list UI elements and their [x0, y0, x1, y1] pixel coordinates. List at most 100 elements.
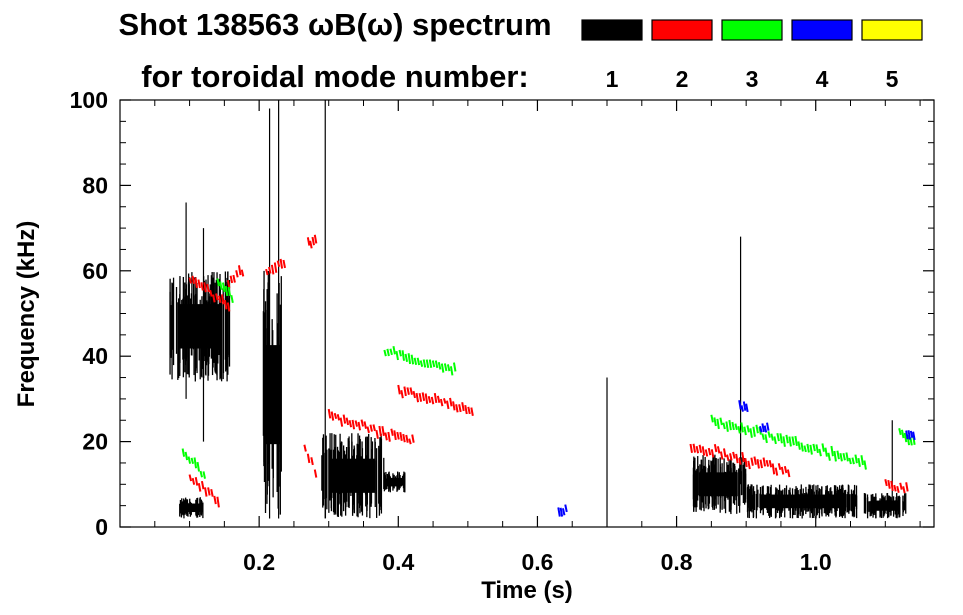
- mode-track-segment: [191, 477, 196, 485]
- mode-track-segment: [216, 278, 220, 287]
- mode-track-segment: [276, 260, 281, 267]
- mode-track-segment: [719, 451, 724, 460]
- mode-track: [759, 422, 770, 433]
- mode-track-segment: [912, 431, 916, 441]
- y-tick-label: 20: [82, 429, 108, 455]
- mode-track-segment: [333, 412, 338, 419]
- series-n=2: [188, 234, 909, 508]
- mode-track-segment: [836, 450, 840, 460]
- mode-track-segment: [237, 265, 242, 276]
- mode-track-segment: [695, 445, 700, 454]
- mode-track-segment: [232, 274, 236, 283]
- mode-track-segment: [749, 428, 753, 438]
- mode-track-segment: [194, 476, 199, 486]
- mode-track-segment: [893, 484, 897, 492]
- mode-track-segment: [845, 452, 849, 462]
- spectral-region: [169, 271, 231, 382]
- mode-track-segment: [378, 425, 382, 437]
- mode-track-segment: [366, 426, 370, 434]
- mode-track-segment: [722, 448, 727, 458]
- mode-track-segment: [430, 396, 435, 405]
- mode-track: [181, 448, 206, 479]
- mode-track-segment: [306, 237, 311, 246]
- mode-track-segment: [728, 419, 732, 431]
- spectral-core: [182, 503, 200, 513]
- mode-track-segment: [898, 428, 902, 436]
- mode-track-segment: [905, 430, 909, 440]
- mode-track: [306, 234, 318, 249]
- mode-track-segment: [902, 486, 906, 494]
- mode-track-segment: [732, 451, 736, 459]
- mode-track-segment: [213, 495, 217, 505]
- mode-track-segment: [806, 443, 810, 453]
- mode-track-segment: [204, 487, 208, 497]
- mode-track-segment: [309, 240, 313, 249]
- mode-track-segment: [190, 457, 195, 464]
- legend-mode-label: 5: [886, 66, 899, 92]
- mode-track-segment: [746, 425, 750, 433]
- mode-track-segment: [747, 460, 751, 470]
- mode-track-segment: [737, 425, 741, 434]
- mode-track-segment: [710, 414, 714, 423]
- mode-track-segment: [763, 425, 768, 433]
- mode-track-segment: [313, 469, 318, 478]
- mode-track-segment: [740, 422, 744, 433]
- mode-track-segment: [399, 432, 403, 441]
- mode-track-segment: [734, 423, 738, 431]
- series-n=1: [169, 100, 907, 527]
- mode-track-segment: [230, 295, 234, 304]
- mode-track-segment: [306, 453, 311, 464]
- x-axis-label: Time (s): [481, 577, 573, 604]
- mode-track-segment: [890, 480, 894, 491]
- spectral-region: [692, 454, 747, 515]
- mode-track-segment: [427, 395, 432, 403]
- mode-track-segment: [729, 453, 733, 461]
- mode-track-segment: [446, 364, 451, 372]
- mode-track-segment: [722, 422, 726, 430]
- mode-track-segment: [221, 282, 226, 293]
- y-axis-ticks: 0 20 40 60 80 100: [70, 87, 934, 540]
- mode-track-segment: [851, 457, 855, 465]
- mode-track-segment: [360, 419, 364, 427]
- mode-track-segment: [907, 430, 911, 440]
- mode-track-segment: [759, 425, 763, 433]
- mode-track-segment: [701, 446, 706, 456]
- mode-track-segment: [449, 397, 453, 407]
- mode-track-segment: [777, 463, 782, 471]
- mode-track-segment: [184, 451, 189, 461]
- spectral-region: [383, 471, 406, 493]
- y-tick-label: 60: [82, 258, 108, 284]
- mode-track-segment: [896, 485, 900, 494]
- mode-track-segment: [461, 402, 465, 412]
- mode-track-segment: [773, 436, 777, 445]
- mode-track-segment: [821, 443, 825, 452]
- mode-track-segment: [313, 234, 318, 244]
- x-tick-label: 1.0: [800, 549, 832, 575]
- mode-track-segment: [419, 360, 424, 367]
- mode-track-segment: [839, 453, 843, 462]
- mode-track: [557, 504, 568, 517]
- mode-track-segment: [434, 360, 439, 369]
- mode-track-segment: [207, 487, 211, 496]
- legend-swatch: [791, 19, 853, 41]
- mode-track-segment: [857, 457, 861, 467]
- mode-track-segment: [397, 384, 401, 395]
- mode-track-segment: [559, 507, 564, 517]
- mode-track: [397, 384, 474, 416]
- spectral-core: [387, 477, 403, 487]
- mode-track-segment: [842, 452, 846, 461]
- mode-track-segment: [212, 294, 216, 303]
- mode-track-segment: [339, 417, 344, 427]
- mode-track-segment: [452, 401, 456, 411]
- mode-track-segment: [363, 421, 367, 429]
- mode-track: [327, 408, 415, 445]
- y-tick-label: 0: [95, 514, 108, 540]
- legend-mode-label: 4: [816, 66, 829, 92]
- mode-track-segment: [742, 401, 747, 411]
- mode-track-segment: [418, 393, 423, 402]
- mode-track-segment: [279, 258, 284, 269]
- mode-track-segment: [901, 429, 905, 439]
- mode-track-segment: [199, 470, 203, 478]
- mode-track-segment: [220, 294, 225, 305]
- mode-track-segment: [405, 434, 409, 443]
